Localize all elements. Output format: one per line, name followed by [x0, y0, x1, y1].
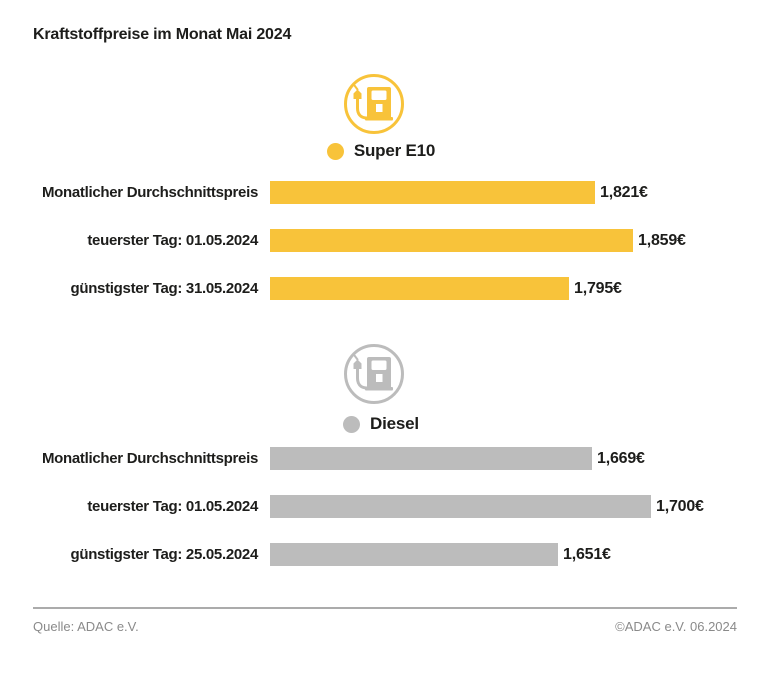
bar-label: Monatlicher Durchschnittspreis: [41, 184, 258, 201]
page-title: Kraftstoffpreise im Monat Mai 2024: [33, 26, 292, 43]
bar-value: 1,795€: [574, 279, 622, 297]
fuel-pump-icon: [344, 74, 404, 134]
footer-divider: [33, 607, 737, 609]
legend-dot-super-e10: [326, 142, 344, 160]
bar-label: günstigster Tag: 25.05.2024: [70, 546, 258, 563]
bar-row-diesel-min-day: günstigster Tag: 25.05.2024 1,651€: [0, 543, 770, 566]
legend-dot-diesel: [343, 415, 361, 433]
bar-row-super-max-day: teuerster Tag: 01.05.2024 1,859€: [0, 229, 770, 252]
bar-diesel-min-day: [270, 543, 558, 566]
legend-diesel: Diesel: [0, 414, 766, 434]
bar-label: teuerster Tag: 01.05.2024: [87, 232, 258, 249]
footer-source: Quelle: ADAC e.V.: [33, 619, 139, 634]
legend-label-super-e10: Super E10: [353, 141, 436, 160]
bar-row-super-average: Monatlicher Durchschnittspreis 1,821€: [0, 181, 770, 204]
fuel-pump-icon: [344, 344, 404, 404]
bar-super-average: [270, 181, 595, 204]
bar-super-min-day: [270, 277, 569, 300]
bar-row-diesel-average: Monatlicher Durchschnittspreis 1,669€: [0, 447, 770, 470]
bar-super-max-day: [270, 229, 633, 252]
footer-copyright: ©ADAC e.V. 06.2024: [615, 619, 737, 634]
bar-diesel-max-day: [270, 495, 651, 518]
bar-label: Monatlicher Durchschnittspreis: [41, 450, 258, 467]
bar-value: 1,669€: [597, 449, 645, 467]
bar-label: teuerster Tag: 01.05.2024: [87, 498, 258, 515]
bar-value: 1,821€: [600, 183, 648, 201]
bar-row-super-min-day: günstigster Tag: 31.05.2024 1,795€: [0, 277, 770, 300]
bar-label: günstigster Tag: 31.05.2024: [70, 280, 258, 297]
legend-label-diesel: Diesel: [370, 414, 419, 433]
bar-value: 1,651€: [563, 545, 611, 563]
bar-row-diesel-max-day: teuerster Tag: 01.05.2024 1,700€: [0, 495, 770, 518]
legend-super-e10: Super E10: [0, 141, 766, 161]
bar-diesel-average: [270, 447, 592, 470]
bar-value: 1,700€: [656, 497, 704, 515]
bar-value: 1,859€: [638, 231, 686, 249]
